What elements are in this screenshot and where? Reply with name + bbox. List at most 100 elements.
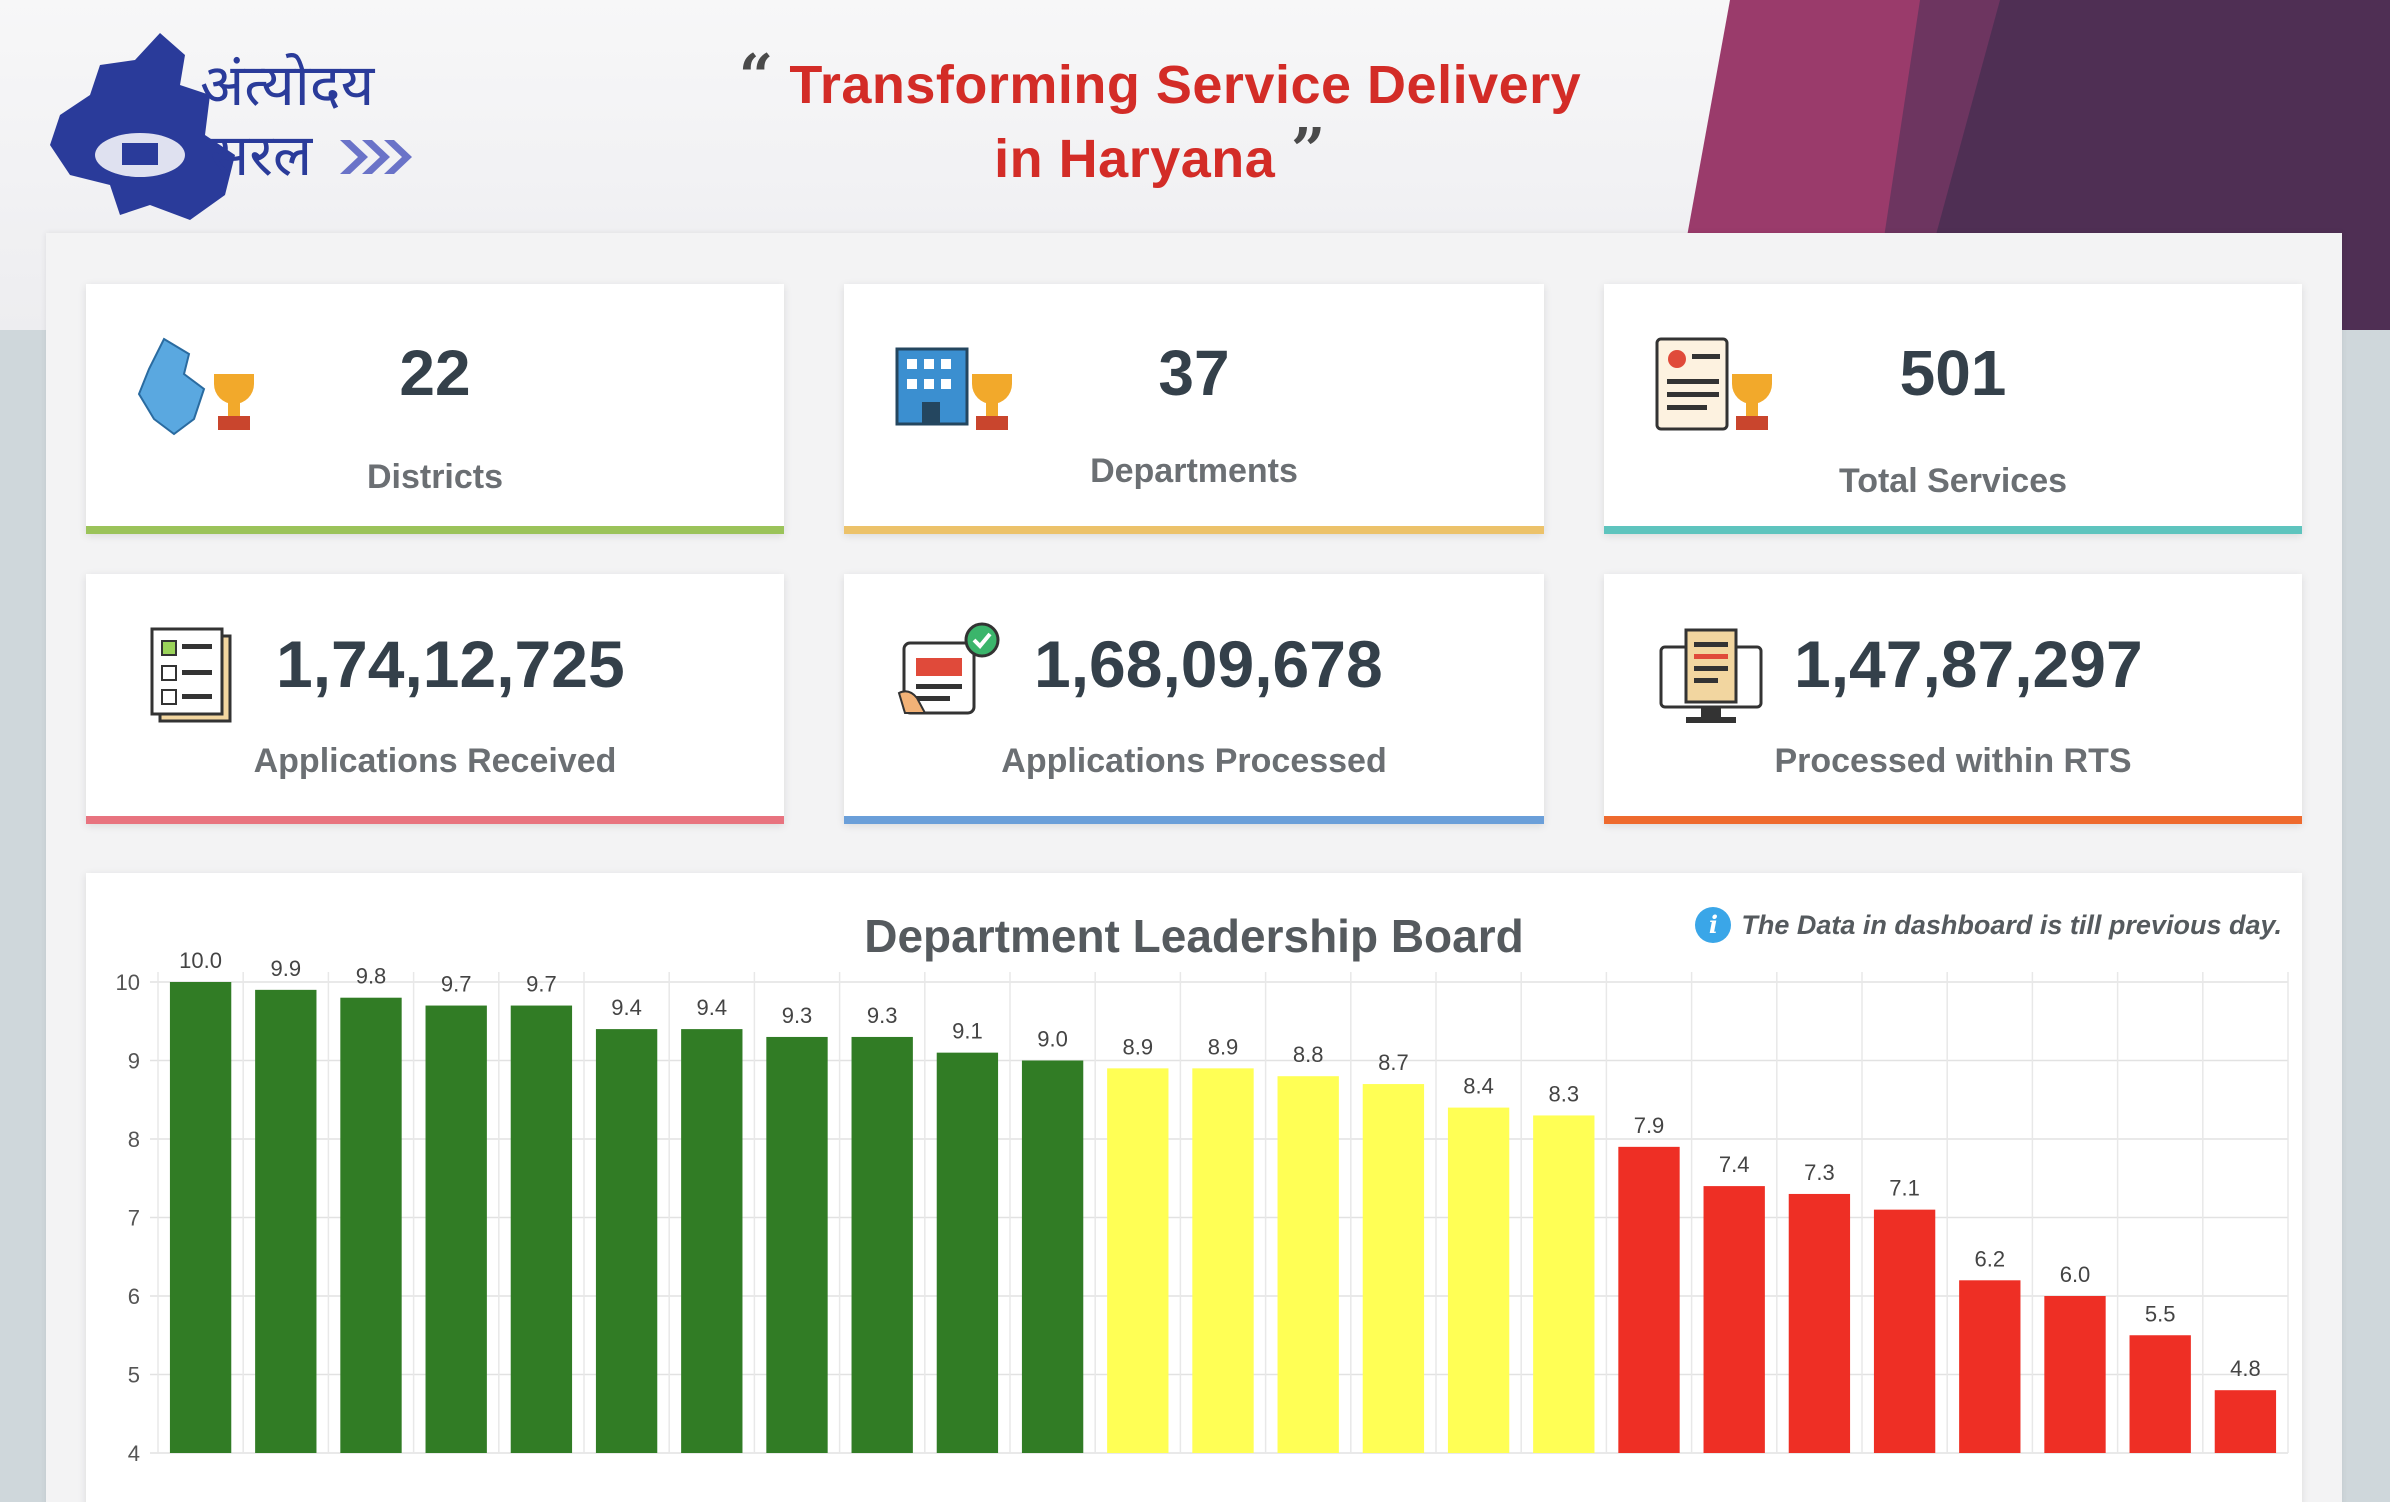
headline-line2: in Haryana (994, 129, 1276, 189)
bar-9[interactable] (851, 1036, 913, 1453)
bar-10[interactable] (936, 1052, 999, 1453)
bar-value-label: 8.9 (1123, 1034, 1154, 1059)
services-count: 501 (1899, 337, 2007, 409)
bar-19[interactable] (1703, 1186, 1765, 1453)
processed-rts-count: 1,47,87,297 (1794, 627, 2143, 701)
data-info-note: i The Data in dashboard is till previous… (1695, 907, 2282, 943)
districts-count: 22 (399, 337, 471, 409)
applications-processed-label: Applications Processed (1001, 742, 1387, 780)
bar-22[interactable] (1959, 1280, 2021, 1453)
building-trophy-icon (895, 347, 1012, 430)
applications-received-label: Applications Received (253, 742, 617, 780)
bar-value-label: 9.3 (782, 1003, 813, 1028)
stat-card-applications-received[interactable]: 1,74,12,725 Applications Received (86, 574, 784, 824)
bar-value-label: 8.3 (1549, 1081, 1580, 1106)
bar-6[interactable] (595, 1029, 658, 1453)
card-accent-bar (844, 526, 1544, 534)
bar-5[interactable] (510, 1005, 573, 1453)
stat-card-services[interactable]: 501 Total Services (1604, 284, 2302, 534)
bar-value-label: 6.2 (1975, 1246, 2006, 1271)
bar-23[interactable] (2044, 1296, 2106, 1453)
services-label: Total Services (1838, 462, 2068, 500)
departments-label: Departments (1090, 452, 1298, 490)
bar-value-label: 9.7 (441, 972, 472, 997)
districts-label: Districts (366, 458, 504, 496)
bar-20[interactable] (1788, 1193, 1851, 1453)
bar-value-label: 5.5 (2145, 1301, 2176, 1326)
applications-received-count: 1,74,12,725 (276, 627, 625, 701)
bar-value-label: 10.0 (179, 948, 222, 973)
leaderboard-card: Department Leadership Board i The Data i… (86, 873, 2302, 1502)
bar-value-label: 7.9 (1634, 1113, 1665, 1138)
close-quote-icon: ” (1290, 116, 1326, 186)
bar-value-label: 7.4 (1719, 1152, 1750, 1177)
bar-14[interactable] (1277, 1076, 1339, 1453)
bar-value-label: 9.1 (952, 1019, 983, 1044)
bar-value-label: 7.1 (1889, 1176, 1920, 1201)
departments-count: 37 (1158, 337, 1230, 409)
bar-value-label: 9.4 (697, 995, 728, 1020)
card-accent-bar (86, 816, 784, 824)
y-tick-label: 8 (128, 1127, 140, 1152)
stat-card-applications-processed[interactable]: 1,68,09,678 Applications Processed (844, 574, 1544, 824)
bar-value-label: 8.7 (1378, 1050, 1409, 1075)
bar-13[interactable] (1192, 1068, 1254, 1453)
bar-value-label: 9.3 (867, 1003, 898, 1028)
bar-17[interactable] (1533, 1115, 1595, 1453)
y-tick-label: 10 (116, 970, 140, 995)
bar-16[interactable] (1447, 1107, 1510, 1453)
y-tick-label: 9 (128, 1049, 140, 1074)
bar-value-label: 8.8 (1293, 1042, 1324, 1067)
bar-value-label: 8.9 (1208, 1034, 1239, 1059)
processed-form-icon (897, 622, 1000, 715)
document-trophy-icon (1655, 337, 1772, 431)
stat-card-districts[interactable]: 22 Districts (86, 284, 784, 534)
y-tick-label: 5 (128, 1363, 140, 1388)
leaderboard-bar-chart: 4 5 6 7 8 9 10 10.0 9.9 9.8 9.7 9.7 9.4 9.4 9.3 9.3 9.1 9… (116, 948, 2289, 1466)
processed-rts-label: Processed within RTS (1774, 742, 2132, 780)
bar-8[interactable] (766, 1036, 828, 1453)
bar-1[interactable] (169, 982, 232, 1453)
bar-18[interactable] (1618, 1146, 1680, 1453)
stat-card-departments[interactable]: 37 Departments (844, 284, 1544, 534)
bar-value-label: 9.9 (271, 956, 302, 981)
bar-4[interactable] (425, 1005, 487, 1453)
logo-text-line1: अंत्योदय (200, 53, 376, 118)
card-accent-bar (1604, 816, 2302, 824)
bar-7[interactable] (681, 1029, 743, 1453)
checklist-icon (150, 627, 232, 723)
bar-24[interactable] (2129, 1335, 2191, 1453)
antyodaya-saral-logo: अंत्योदय सरल (50, 33, 412, 220)
bar-value-label: 9.4 (611, 995, 642, 1020)
logo-text-line2: सरल (210, 123, 314, 188)
bar-3[interactable] (340, 997, 402, 1453)
bar-12[interactable] (1107, 1068, 1169, 1453)
bar-value-label: 8.4 (1463, 1074, 1494, 1099)
applications-processed-count: 1,68,09,678 (1034, 627, 1383, 701)
headline-line1: Transforming Service Delivery (789, 55, 1582, 115)
bar-value-label: 9.8 (356, 964, 387, 989)
y-tick-label: 7 (128, 1206, 140, 1231)
bar-11[interactable] (1021, 1060, 1084, 1454)
y-tick-label: 6 (128, 1284, 140, 1309)
y-tick-label: 4 (128, 1441, 140, 1466)
bar-value-label: 6.0 (2060, 1262, 2091, 1287)
info-icon: i (1695, 907, 1732, 943)
bar-value-label: 7.3 (1804, 1160, 1835, 1185)
bar-21[interactable] (1873, 1209, 1936, 1453)
bar-2[interactable] (255, 989, 317, 1453)
computer-report-icon (1659, 628, 1763, 723)
bar-25[interactable] (2214, 1390, 2277, 1453)
bar-value-label: 9.7 (526, 972, 557, 997)
page-headline: “ Transforming Service Delivery in Harya… (690, 42, 1630, 196)
bar-value-label: 9.0 (1037, 1027, 1068, 1052)
haryana-map-trophy-icon (137, 337, 254, 436)
bar-15[interactable] (1362, 1084, 1425, 1453)
leaderboard-title: Department Leadership Board (864, 910, 1524, 962)
card-accent-bar (86, 526, 784, 534)
card-accent-bar (844, 816, 1544, 824)
bar-value-label: 4.8 (2230, 1356, 2261, 1381)
info-note-text: The Data in dashboard is till previous d… (1741, 909, 2282, 940)
open-quote-icon: “ (738, 42, 774, 112)
stat-card-processed-rts[interactable]: 1,47,87,297 Processed within RTS (1604, 574, 2302, 824)
